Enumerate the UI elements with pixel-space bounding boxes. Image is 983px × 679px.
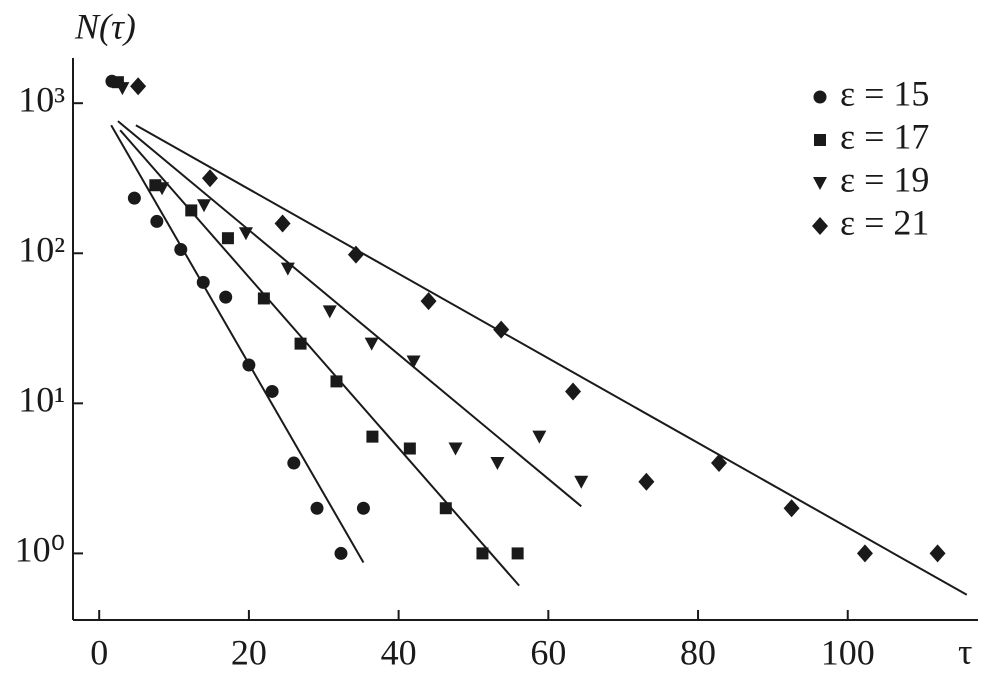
fit-line [117, 120, 582, 508]
point [364, 337, 379, 351]
x-tick-label: 20 [231, 632, 267, 672]
x-tick-label: 0 [90, 632, 108, 672]
point [242, 358, 256, 372]
point [174, 242, 188, 256]
point [783, 499, 800, 518]
point [185, 204, 198, 217]
x-tick-label: 40 [381, 632, 417, 672]
legend-label: ε = 15 [840, 73, 929, 113]
x-axis-label: τ [958, 631, 972, 671]
x-tick-label: 100 [821, 632, 875, 672]
point [257, 292, 270, 305]
point [356, 501, 370, 515]
point [710, 454, 727, 473]
point [330, 375, 343, 388]
point [476, 547, 489, 560]
x-tick-label: 80 [680, 632, 716, 672]
legend-marker [812, 217, 828, 235]
point [221, 232, 234, 245]
point [490, 457, 505, 471]
point [334, 546, 348, 560]
point [196, 275, 210, 289]
point [155, 182, 170, 196]
point [403, 442, 416, 455]
fit-line [110, 124, 365, 563]
point [196, 199, 211, 213]
point [219, 290, 233, 304]
point [265, 384, 279, 398]
point [856, 544, 873, 563]
y-tick-label: 10⁰ [15, 530, 65, 570]
point [532, 430, 547, 444]
legend-label: ε = 17 [840, 116, 929, 156]
legend-marker [813, 90, 827, 104]
point [310, 501, 324, 515]
point [638, 472, 655, 491]
point [406, 355, 421, 369]
legend-label: ε = 19 [840, 159, 929, 199]
y-tick-label: 10³ [18, 79, 65, 119]
point [294, 337, 307, 350]
point [929, 544, 946, 563]
point [347, 245, 364, 264]
x-tick-label: 60 [530, 632, 566, 672]
point [287, 456, 301, 470]
point [127, 191, 141, 205]
point [448, 442, 463, 456]
point [201, 169, 218, 188]
y-tick-label: 10² [18, 230, 65, 270]
y-tick-label: 10¹ [18, 380, 65, 420]
point [565, 382, 582, 401]
fit-line [135, 124, 968, 596]
y-axis-label: N(τ) [74, 6, 136, 46]
point [130, 77, 147, 96]
point [115, 82, 130, 96]
point [238, 227, 253, 241]
point [420, 292, 437, 311]
point [280, 262, 295, 276]
point [322, 305, 337, 319]
fit-line [119, 129, 520, 587]
point [439, 502, 452, 515]
point [574, 475, 589, 489]
point [511, 547, 524, 560]
point [366, 430, 379, 443]
legend-marker [813, 177, 827, 190]
point [493, 320, 510, 339]
point [150, 214, 164, 228]
legend-label: ε = 21 [840, 202, 929, 242]
point [274, 214, 291, 233]
legend-marker [814, 134, 826, 146]
